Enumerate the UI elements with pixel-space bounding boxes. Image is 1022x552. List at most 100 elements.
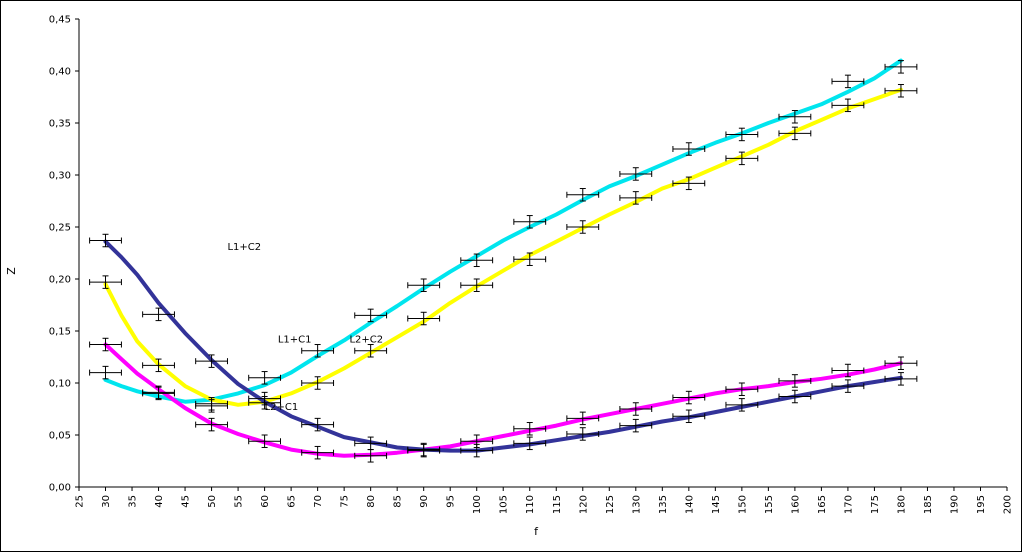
data-point: [248, 371, 282, 385]
x-tick-label: 185: [923, 495, 934, 514]
data-point: [672, 142, 706, 156]
x-tick-label: 175: [870, 495, 881, 514]
data-point: [460, 253, 494, 268]
data-point: [301, 376, 335, 390]
data-point: [884, 60, 918, 74]
data-point: [301, 344, 335, 358]
x-tick-label: 140: [684, 495, 695, 514]
data-point: [778, 389, 812, 404]
data-point: [778, 110, 812, 124]
data-point: [672, 176, 706, 191]
series-curve: [103, 58, 903, 404]
data-point: [354, 344, 388, 358]
data-point: [513, 215, 547, 229]
series-curve: [103, 342, 903, 458]
curves-layer: [103, 58, 903, 458]
x-tick-label: 145: [711, 495, 722, 514]
y-tick-label: 0,15: [49, 327, 71, 338]
data-point: [407, 278, 441, 292]
data-point: [725, 382, 759, 396]
data-point: [619, 402, 653, 416]
x-tick-label: 125: [605, 495, 616, 514]
data-point: [672, 390, 706, 405]
data-point: [407, 311, 441, 326]
x-tick-label: 115: [552, 495, 563, 514]
data-point: [142, 358, 175, 373]
x-tick-label: 40: [154, 495, 165, 508]
curve-annotation: L1+C1: [278, 334, 312, 345]
x-tick-label: 95: [446, 495, 457, 508]
y-tick-label: 0,25: [49, 223, 71, 234]
x-tick-label: 170: [843, 495, 854, 514]
x-tick-label: 160: [790, 495, 801, 514]
curve-annotation: L2+C1: [265, 402, 299, 413]
points-layer: [89, 60, 918, 463]
x-tick-label: 55: [234, 495, 245, 508]
series-curve: [103, 87, 903, 407]
y-tick-label: 0,05: [49, 431, 71, 442]
data-point: [725, 151, 759, 166]
data-point: [195, 354, 228, 368]
x-tick-label: 25: [75, 495, 86, 508]
x-tick-label: 35: [128, 495, 139, 508]
y-tick-label: 0,00: [49, 483, 71, 494]
data-point: [566, 427, 600, 441]
curve-annotation: L2+C2: [349, 334, 383, 345]
y-axis-title: Z: [5, 267, 18, 275]
x-tick-label: 85: [393, 495, 404, 508]
data-point: [831, 379, 865, 393]
y-tick-label: 0,10: [49, 379, 71, 390]
x-tick-label: 165: [817, 495, 828, 514]
x-tick-label: 190: [949, 495, 960, 514]
data-point: [831, 98, 865, 113]
annotation-layer: L1+C2 L1+C1 L2+C2 L2+C1: [227, 242, 383, 413]
data-point: [195, 417, 228, 432]
data-point: [884, 356, 918, 370]
x-tick-label: 130: [631, 495, 642, 514]
data-point: [301, 445, 335, 460]
x-tick-label: 150: [737, 495, 748, 514]
x-tick-label: 30: [101, 495, 112, 508]
y-tick-label: 0,30: [49, 171, 71, 182]
data-point: [460, 278, 494, 292]
data-point: [354, 436, 388, 451]
data-point: [407, 443, 441, 458]
data-point: [778, 126, 812, 141]
data-point: [884, 84, 918, 98]
y-tick-label: 0,45: [49, 15, 71, 26]
data-point: [513, 252, 547, 266]
data-point: [831, 363, 865, 378]
x-tick-label: 195: [976, 495, 987, 514]
x-tick-label: 75: [340, 495, 351, 508]
x-tick-label: 155: [764, 495, 775, 514]
x-tick-label: 80: [366, 495, 377, 508]
data-point: [513, 436, 547, 451]
x-tick-label: 90: [419, 495, 430, 508]
curve-annotation: L1+C2: [227, 242, 261, 253]
data-point: [248, 391, 282, 406]
data-point: [354, 449, 388, 463]
x-tick-label: 110: [525, 495, 536, 514]
data-point: [566, 411, 600, 426]
data-point: [619, 167, 653, 181]
data-point: [884, 372, 918, 386]
data-point: [460, 443, 494, 458]
data-point: [301, 417, 335, 432]
x-tick-label: 70: [313, 495, 324, 508]
data-point: [89, 337, 122, 352]
data-point: [89, 233, 122, 248]
data-point: [513, 422, 547, 436]
series-curve: [103, 239, 903, 453]
x-tick-label: 100: [472, 495, 483, 514]
x-tick-label: 105: [499, 495, 510, 514]
x-tick-label: 50: [207, 495, 218, 508]
data-point: [566, 188, 600, 202]
data-point: [778, 374, 812, 388]
x-tick-label: 60: [260, 495, 271, 508]
data-point: [831, 74, 865, 89]
y-tick-label: 0,35: [49, 119, 71, 130]
data-point: [725, 398, 759, 412]
x-tick-label: 135: [658, 495, 669, 514]
data-point: [566, 220, 600, 234]
